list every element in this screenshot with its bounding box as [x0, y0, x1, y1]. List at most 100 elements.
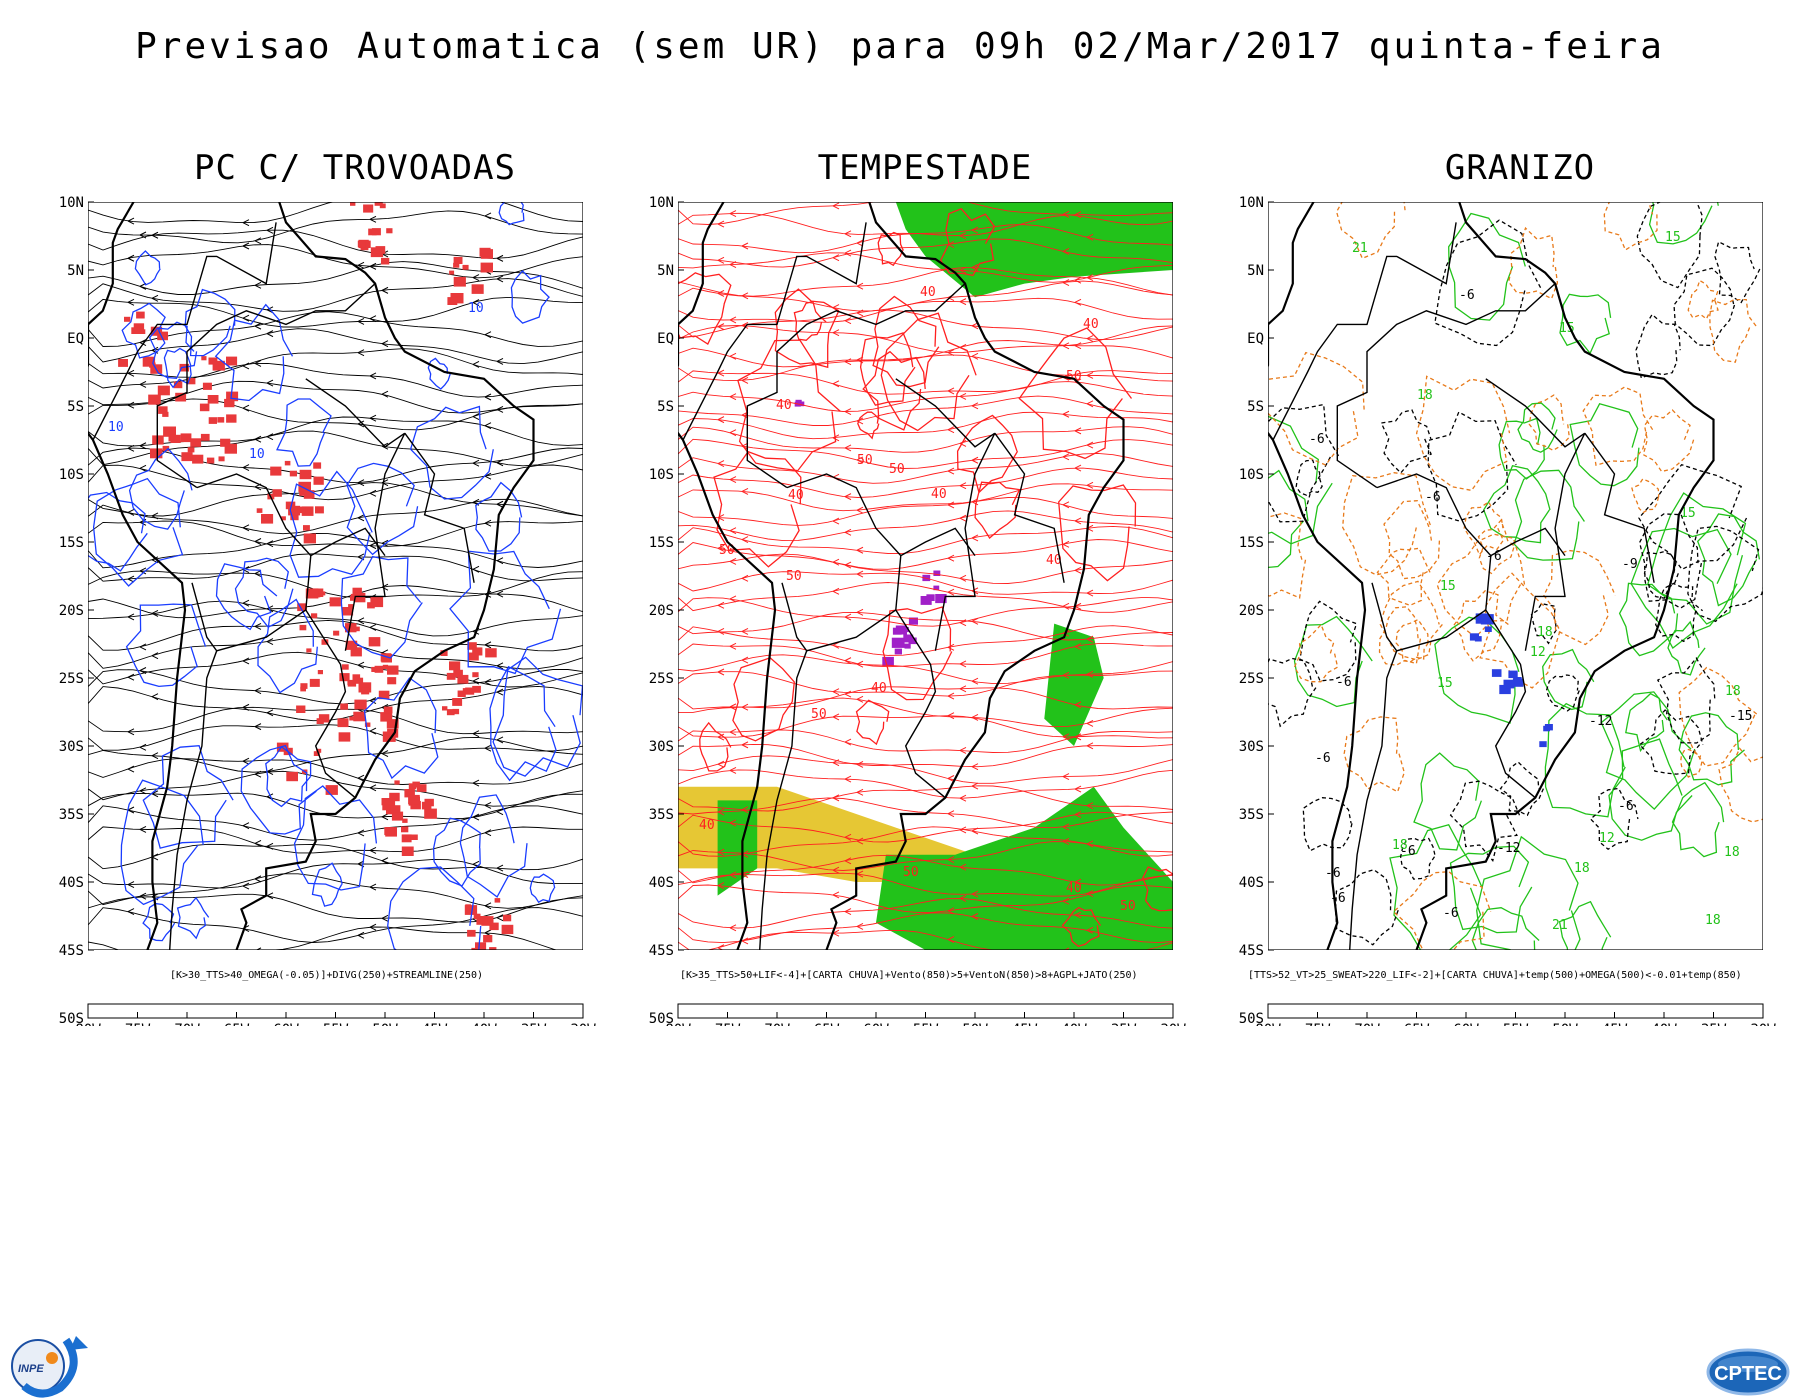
- streamline-arrow: [266, 709, 274, 717]
- lat-tick-label: 45S: [1239, 943, 1264, 959]
- streamline-arrow: [741, 656, 749, 664]
- streamline-arrow: [971, 226, 979, 234]
- streamline-arrow: [127, 673, 135, 681]
- lat-tick-label: 5S: [657, 399, 674, 415]
- contour-label: 50: [889, 462, 905, 477]
- precip-convective-cell: [446, 709, 455, 716]
- precip-convective-cell: [350, 647, 362, 657]
- streamline-arrow: [357, 318, 365, 325]
- precip-convective-cell: [297, 603, 307, 612]
- streamline-arrow: [242, 524, 250, 532]
- divergence-contour: [128, 447, 193, 530]
- streamline: [88, 843, 583, 871]
- streamline-arrow: [729, 728, 737, 736]
- streamline-arrow: [717, 289, 725, 297]
- streamline-arrow: [151, 652, 159, 660]
- streamline-arrow: [127, 254, 135, 262]
- streamline-arrow: [369, 623, 377, 631]
- temp850-contour: [1389, 824, 1483, 950]
- streamline-arrow: [844, 317, 852, 325]
- streamline-arrow: [729, 210, 737, 218]
- precip-convective-cell: [285, 501, 296, 510]
- omega-contour: [1642, 409, 1695, 473]
- streamline-arrow: [1062, 247, 1070, 255]
- streamline-arrow: [717, 220, 725, 228]
- temp500-contour: [1638, 513, 1703, 609]
- streamline-arrow: [151, 790, 159, 798]
- streamline-arrow: [717, 256, 725, 264]
- streamline-arrow: [1074, 785, 1082, 793]
- country-border: [1336, 283, 1556, 489]
- country-border: [168, 582, 218, 950]
- storm-cell: [903, 634, 914, 643]
- precip-convective-cell: [206, 457, 215, 464]
- streamline-arrow: [1074, 701, 1082, 709]
- precip-convective-cell: [357, 240, 366, 248]
- temp500-contour: [1655, 582, 1704, 643]
- contour-label: 40: [1083, 317, 1099, 332]
- streamline-arrow: [971, 264, 979, 271]
- streamline-arrow: [266, 379, 274, 387]
- precip-convective-cell: [316, 748, 322, 753]
- lon-tick-label: 55W: [1503, 1022, 1529, 1026]
- streamline-arrow: [717, 848, 725, 856]
- streamline: [678, 539, 1173, 570]
- streamline-arrow: [1086, 274, 1094, 281]
- caption-pc-trovoadas: [K>30_TTS>40_OMEGA(-0.05)]+DIVG(250)+STR…: [170, 970, 484, 981]
- streamline: [678, 325, 1173, 354]
- streamline-arrow: [971, 534, 979, 542]
- omega-contour: [1415, 375, 1511, 492]
- omega-contour: [1379, 580, 1443, 661]
- streamline-arrow: [242, 599, 250, 607]
- streamline-arrow: [729, 261, 737, 269]
- streamline-arrow: [254, 875, 262, 883]
- streamline-arrow: [832, 202, 840, 210]
- contour-label: -6: [1425, 490, 1441, 505]
- streamline: [88, 348, 583, 378]
- streamline-arrow: [127, 401, 135, 409]
- lat-tick-label: 5N: [1247, 263, 1264, 279]
- precip-convective-cell: [368, 637, 381, 647]
- lat-tick-label: 5S: [67, 399, 84, 415]
- streamline-arrow: [832, 929, 840, 937]
- storm-cell: [795, 399, 802, 405]
- lon-tick-label: 40W: [1651, 1022, 1677, 1026]
- contour-label: 50: [903, 865, 919, 880]
- contour-label: -15: [1729, 709, 1752, 724]
- precip-convective-cell: [401, 846, 414, 856]
- streamline-arrow: [1086, 441, 1094, 449]
- streamline-arrow: [127, 444, 135, 452]
- streamline-arrow: [856, 923, 864, 930]
- precip-convective-cell: [272, 489, 282, 497]
- contour-label: 12: [1530, 645, 1546, 660]
- contour-label: -6: [1443, 906, 1459, 921]
- lat-tick-label: 30S: [649, 739, 674, 755]
- streamline-arrow: [1062, 279, 1070, 286]
- precip-convective-cell: [472, 685, 481, 693]
- streamline-arrow: [844, 230, 852, 238]
- precip-convective-cell: [300, 686, 306, 692]
- streamline: [88, 520, 583, 547]
- streamline-arrow: [947, 712, 955, 720]
- streamline-arrow: [254, 359, 262, 367]
- country-border: [404, 432, 475, 583]
- streamline-arrow: [729, 316, 737, 324]
- divergence-contour: [215, 563, 278, 631]
- streamline-arrow: [242, 657, 250, 665]
- streamline-arrow: [959, 482, 967, 490]
- country-border: [305, 609, 356, 799]
- lat-axis: 10N 5N EQ 5S 10S 15S 20S 25S 30S 35S 40S 45S 50S: [1239, 196, 1274, 1026]
- precip-convective-cell: [452, 708, 460, 715]
- country-border: [682, 222, 867, 441]
- streamline-arrow: [729, 352, 737, 360]
- streamline-arrow: [959, 660, 967, 668]
- precip-convective-cell: [468, 652, 479, 661]
- streamline: [678, 553, 1173, 584]
- precip-convective-cell: [410, 800, 421, 810]
- lat-tick-label: 20S: [1239, 603, 1264, 619]
- country-border: [895, 378, 996, 448]
- temp850-contour: [1498, 417, 1545, 480]
- divergence-contour: [459, 794, 528, 898]
- precip-convective-cell: [471, 947, 485, 950]
- streamline: [88, 229, 583, 259]
